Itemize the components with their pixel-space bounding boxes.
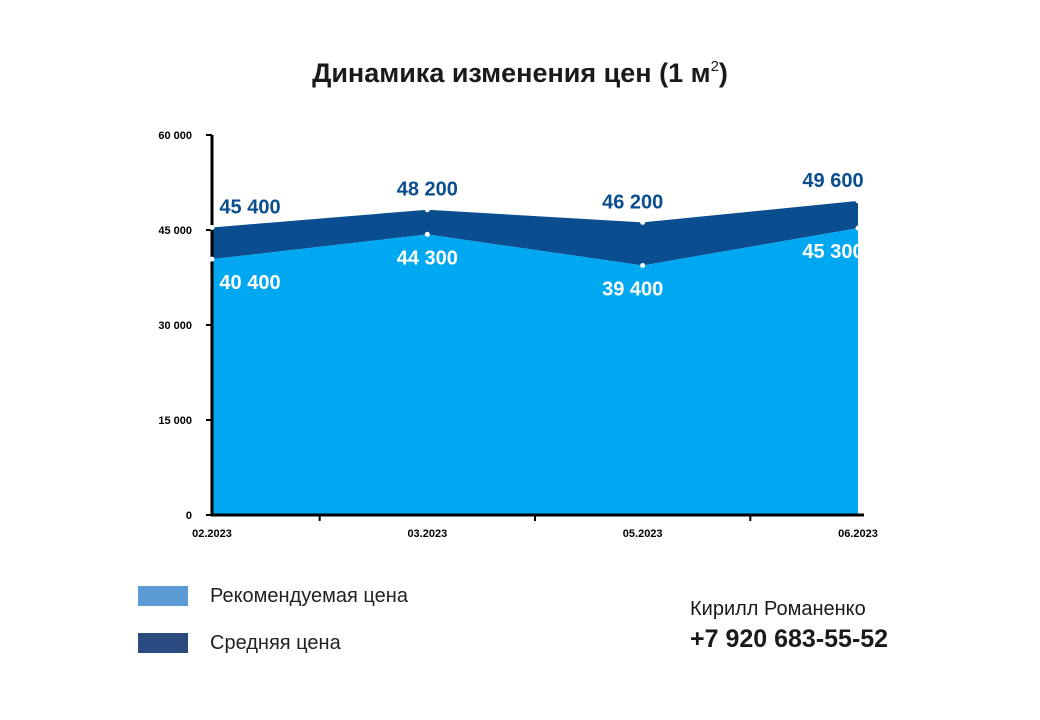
data-point — [640, 219, 646, 225]
y-tick-label: 0 — [186, 510, 192, 522]
data-point — [424, 207, 430, 213]
y-tick-label: 45 000 — [158, 225, 192, 237]
data-point — [855, 198, 861, 204]
y-tick-label: 15 000 — [158, 415, 192, 427]
contact-name: Кирилл Романенко — [690, 598, 866, 620]
data-point — [209, 256, 215, 262]
data-point — [855, 225, 861, 231]
chart-title-superscript: 2 — [710, 58, 719, 75]
area-chart: 0 15 000 30 000 45 000 60 000 02.2023 03.2023 0… — [158, 130, 878, 540]
x-tick-label: 03.2023 — [407, 528, 447, 540]
data-label: 44 300 — [397, 247, 458, 269]
legend-swatch-recommended — [138, 586, 188, 606]
data-label: 40 400 — [219, 272, 280, 294]
contact-block: Кирилл Романенко +7 920 683-55-52 — [690, 598, 888, 654]
legend-label-recommended: Рекомендуемая цена — [210, 584, 408, 607]
data-label: 49 600 — [802, 170, 863, 192]
legend-item-recommended: Рекомендуемая цена — [138, 585, 408, 607]
data-label: 48 200 — [397, 179, 458, 201]
legend-item-average: Средняя цена — [138, 632, 341, 654]
data-point — [640, 262, 646, 268]
data-label: 45 300 — [802, 241, 863, 263]
series-average-band — [212, 200, 858, 266]
legend-swatch-average — [138, 633, 188, 653]
x-tick-label: 02.2023 — [192, 528, 232, 540]
data-point — [209, 224, 215, 230]
data-label: 39 400 — [602, 278, 663, 300]
data-point — [424, 231, 430, 237]
data-label: 45 400 — [219, 196, 280, 218]
series-recommended-area — [212, 228, 858, 515]
x-tick-label: 06.2023 — [838, 528, 878, 540]
chart-title-close: ) — [718, 58, 728, 88]
legend-label-average: Средняя цена — [210, 631, 341, 654]
contact-phone: +7 920 683-55-52 — [690, 625, 889, 653]
y-tick-label: 60 000 — [158, 130, 192, 142]
chart-title-text: Динамика изменения цен (1 м — [312, 58, 711, 88]
chart-title: Динамика изменения цен (1 м2) — [0, 58, 1040, 89]
x-tick-label: 05.2023 — [623, 528, 663, 540]
y-tick-label: 30 000 — [158, 320, 192, 332]
data-label: 46 200 — [602, 191, 663, 213]
